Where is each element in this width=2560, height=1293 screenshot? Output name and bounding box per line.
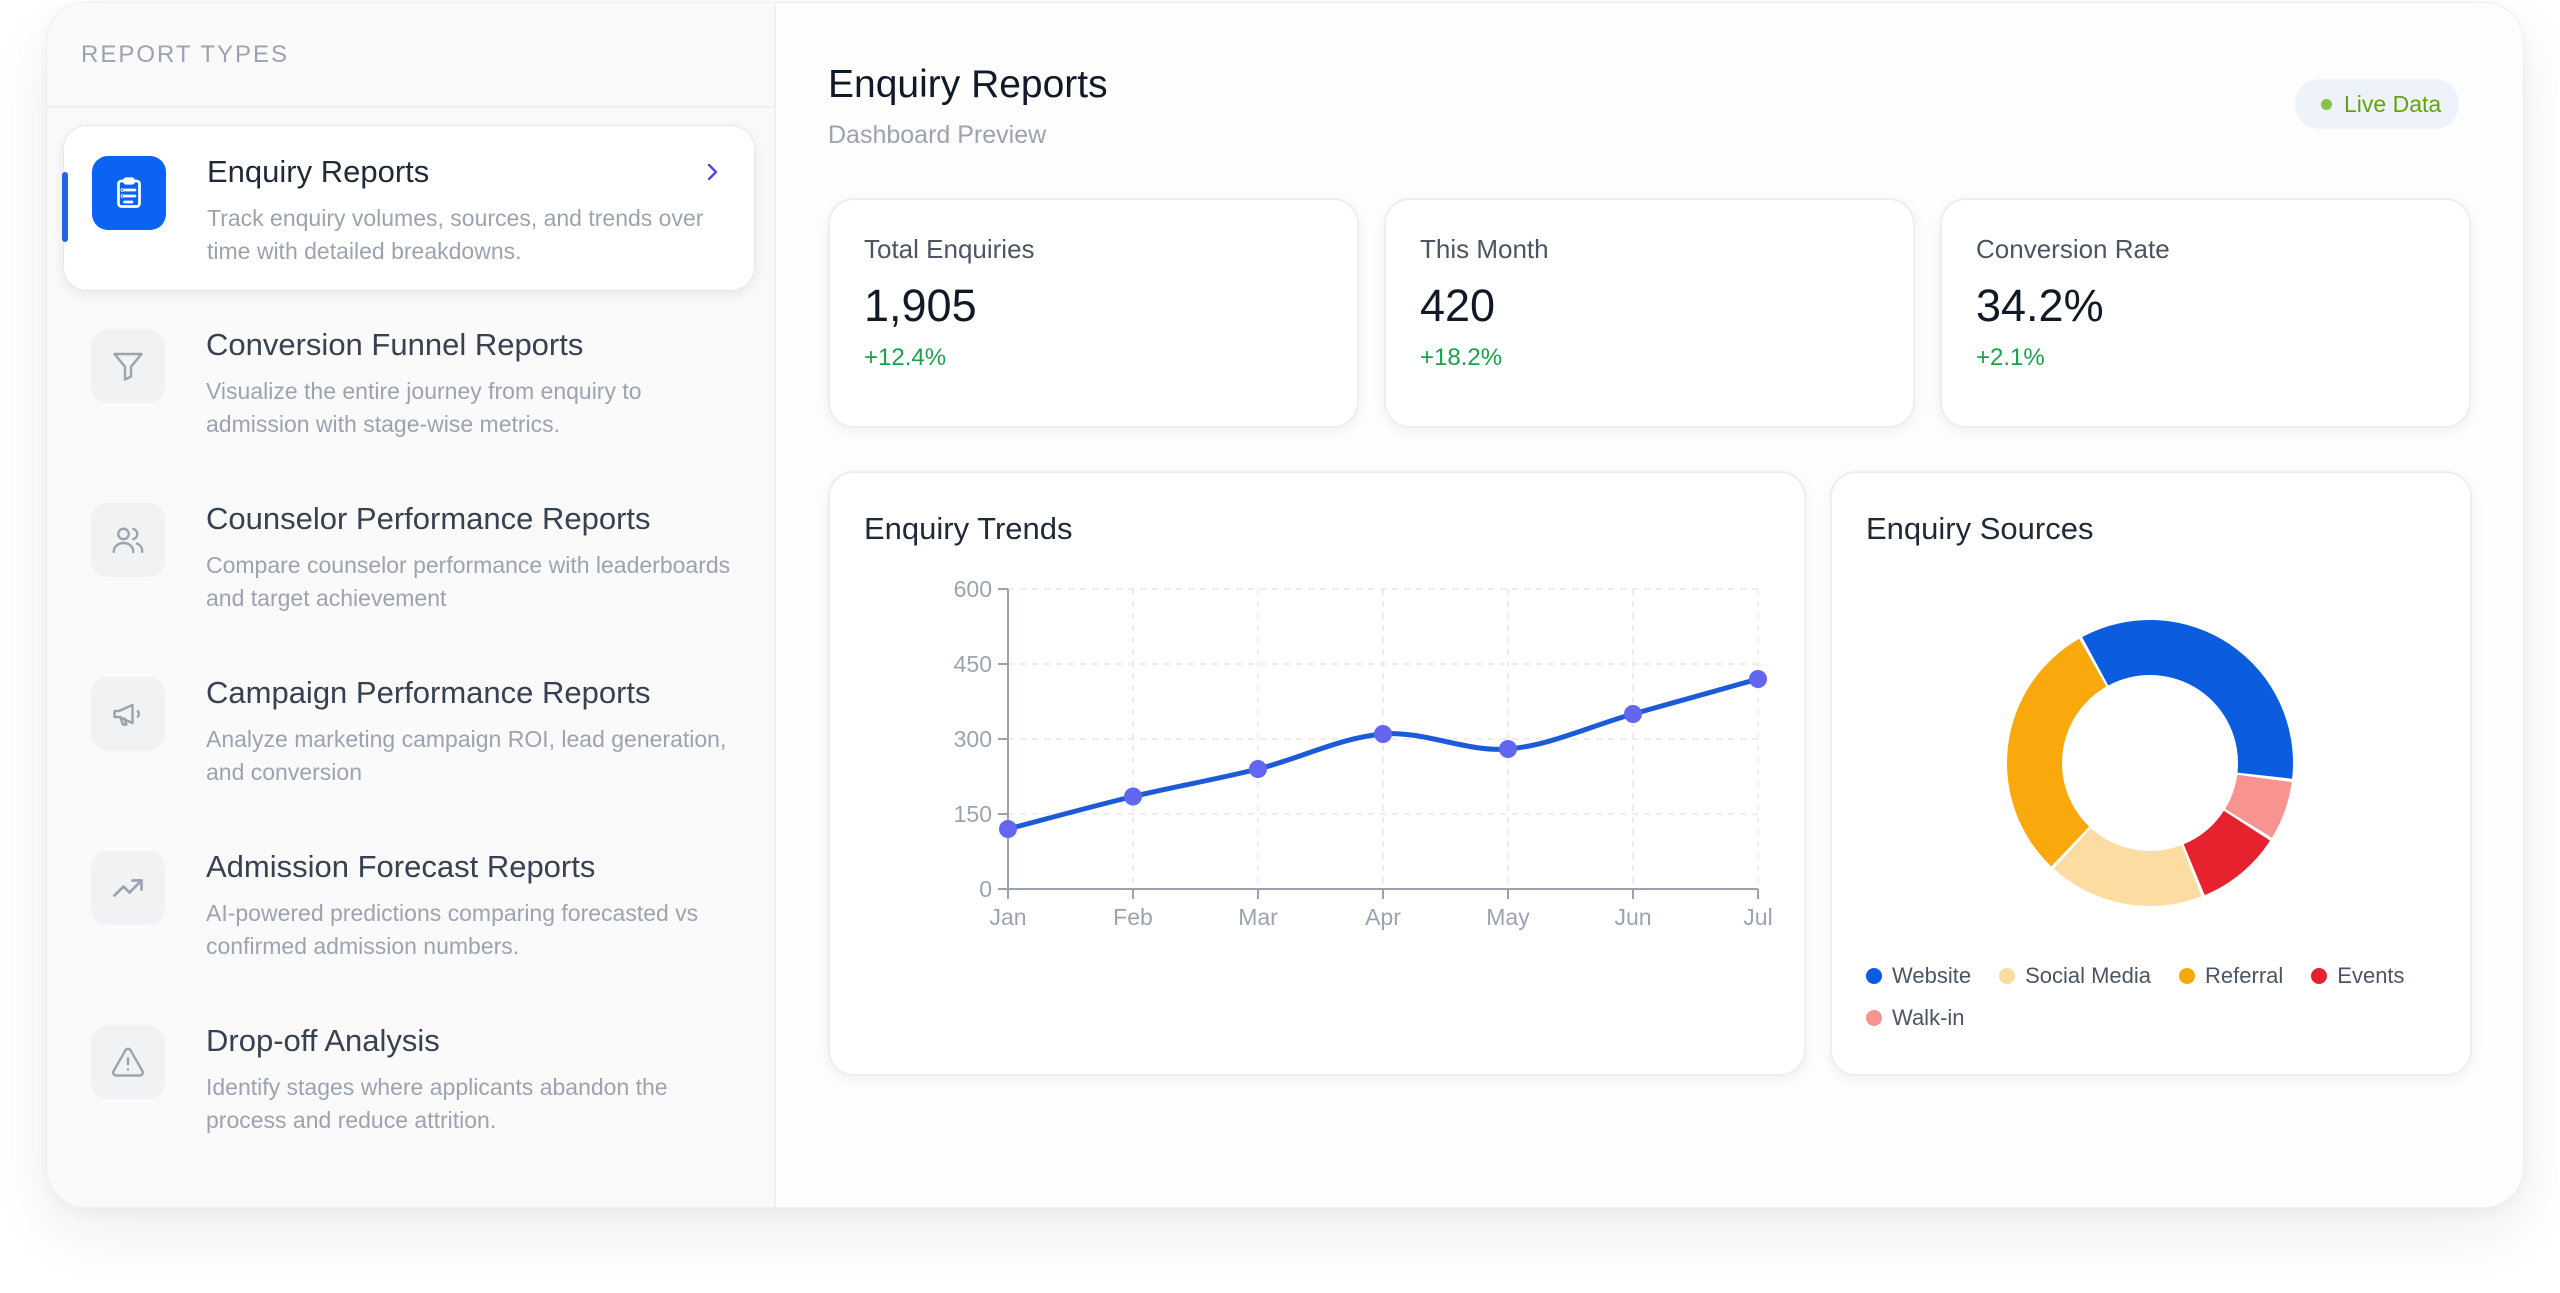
legend-item[interactable]: Events [2311, 963, 2405, 989]
stat-change: +2.1% [1976, 344, 2045, 371]
pie-slice[interactable] [2225, 774, 2292, 838]
sidebar-heading: REPORT TYPES [81, 41, 290, 68]
legend-item[interactable]: Walk-in [1866, 1005, 1965, 1031]
enquiry-sources-chart [2007, 620, 2293, 906]
legend-swatch [1866, 1010, 1882, 1026]
report-types-sidebar: REPORT TYPES Enquiry Reports Track enqui… [47, 3, 776, 1207]
enquiry-trends-card: Enquiry Trends 0 150 300 450 600 Jan Feb Mar Apr… [828, 471, 1806, 1076]
x-tick-label: Feb [1113, 904, 1153, 930]
data-point [1499, 740, 1517, 758]
legend-label: Events [2337, 963, 2405, 988]
data-point [1749, 670, 1767, 688]
legend-item[interactable]: Referral [2179, 963, 2283, 989]
stat-label: This Month [1420, 234, 1549, 264]
stat-change: +12.4% [864, 344, 947, 371]
stat-value: 420 [1420, 280, 1496, 331]
report-item-description: Track enquiry volumes, sources, and tren… [207, 205, 704, 264]
legend-label: Social Media [2025, 963, 2152, 988]
data-point [1624, 705, 1642, 723]
users-icon [91, 503, 165, 577]
legend-item[interactable]: Social Media [1999, 963, 2151, 989]
legend-label: Referral [2205, 963, 2284, 988]
stat-label: Conversion Rate [1976, 234, 2170, 264]
stat-card-conversion-rate: Conversion Rate 34.2% +2.1% [1940, 198, 2471, 428]
legend-swatch [2311, 968, 2328, 984]
active-indicator [62, 172, 68, 242]
live-data-label: Live Data [2344, 90, 2442, 117]
stat-card-total-enquiries: Total Enquiries 1,905 +12.4% [828, 198, 1359, 428]
megaphone-icon [91, 677, 165, 751]
pie-slice[interactable] [2082, 620, 2293, 779]
y-tick-label: 600 [954, 576, 992, 602]
x-tick-label: Mar [1238, 904, 1278, 930]
live-data-badge: Live Data [2295, 79, 2460, 129]
report-item-title: Drop-off Analysis [206, 1023, 440, 1058]
page-subtitle: Dashboard Preview [828, 121, 1047, 149]
pie-slice[interactable] [2053, 828, 2202, 906]
legend-swatch [1866, 968, 1882, 984]
legend-label: Website [1892, 963, 1972, 988]
report-item-title: Conversion Funnel Reports [206, 327, 584, 362]
x-tick-label: May [1486, 904, 1530, 930]
warning-icon [91, 1025, 165, 1099]
report-item-counselor-performance[interactable]: Counselor Performance Reports Compare co… [63, 473, 755, 639]
report-item-description: Identify stages where applicants abandon… [206, 1074, 668, 1133]
legend-item[interactable]: Website [1866, 963, 1971, 989]
report-item-title: Campaign Performance Reports [206, 675, 651, 710]
stat-change: +18.2% [1420, 344, 1503, 371]
pie-slice[interactable] [2007, 638, 2107, 867]
chart-title: Enquiry Sources [1866, 511, 2094, 546]
report-item-campaign-performance[interactable]: Campaign Performance Reports Analyze mar… [63, 647, 755, 813]
data-point [999, 820, 1017, 838]
funnel-icon [91, 329, 165, 403]
y-tick-label: 450 [954, 651, 992, 677]
x-tick-label: Apr [1365, 904, 1401, 930]
report-item-description: Analyze marketing campaign ROI, lead gen… [206, 726, 727, 785]
trending-up-icon [91, 851, 165, 925]
chevron-right-icon [707, 163, 718, 181]
legend-swatch [1999, 968, 2016, 984]
enquiry-trends-chart: 0 150 300 450 600 Jan Feb Mar Apr May Jun Jul [954, 576, 1773, 930]
legend-label: Walk-in [1892, 1005, 1965, 1030]
enquiry-sources-card: Enquiry Sources Website Social Media Refer… [1830, 471, 2472, 1076]
dashboard-window: REPORT TYPES Enquiry Reports Track enqui… [46, 2, 2524, 1208]
report-item-description: Visualize the entire journey from enquir… [206, 378, 642, 437]
stat-label: Total Enquiries [864, 234, 1035, 264]
chart-title: Enquiry Trends [864, 511, 1073, 546]
report-item-title: Enquiry Reports [207, 154, 430, 189]
x-tick-label: Jan [989, 904, 1026, 930]
report-item-conversion-funnel[interactable]: Conversion Funnel Reports Visualize the … [63, 299, 755, 465]
x-tick-label: Jun [1614, 904, 1651, 930]
report-item-drop-off-analysis[interactable]: Drop-off Analysis Identify stages where … [63, 995, 755, 1161]
data-point [1249, 760, 1267, 778]
report-item-admission-forecast[interactable]: Admission Forecast Reports AI-powered pr… [63, 821, 755, 987]
page-title: Enquiry Reports [828, 63, 1108, 106]
stat-value: 1,905 [864, 280, 977, 331]
x-tick-label: Jul [1743, 904, 1772, 930]
pie-slice[interactable] [2183, 810, 2271, 896]
sidebar-divider [47, 106, 774, 108]
data-point [1124, 787, 1142, 806]
report-item-description: AI-powered predictions comparing forecas… [206, 900, 699, 959]
report-item-title: Admission Forecast Reports [206, 849, 596, 884]
clipboard-icon [92, 156, 166, 230]
legend-swatch [2179, 968, 2196, 984]
stat-value: 34.2% [1976, 280, 2104, 331]
chart-legend: Website Social Media Referral Events Walk-in [1866, 963, 2446, 1031]
report-item-description: Compare counselor performance with leade… [206, 552, 731, 611]
data-point [1374, 725, 1392, 743]
report-item-enquiry[interactable]: Enquiry Reports Track enquiry volumes, s… [62, 125, 755, 291]
y-tick-label: 150 [954, 801, 992, 827]
live-status-dot [2321, 98, 2332, 110]
y-tick-label: 0 [979, 876, 992, 902]
y-tick-label: 300 [954, 726, 992, 752]
stat-card-this-month: This Month 420 +18.2% [1384, 198, 1915, 428]
report-item-title: Counselor Performance Reports [206, 501, 651, 536]
